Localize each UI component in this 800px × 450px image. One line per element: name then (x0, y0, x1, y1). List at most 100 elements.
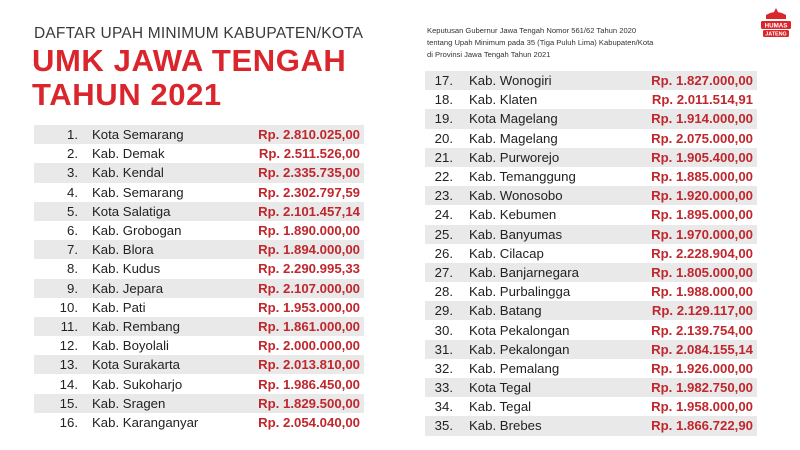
wage-value: Rp. 1.988.000,00 (651, 284, 753, 300)
row-number: 13. (59, 357, 78, 373)
list-item: 14. Kab. Sukoharjo Rp. 1.986.450,00 (34, 374, 364, 393)
wage-value: Rp. 1.953.000,00 (258, 299, 360, 315)
region-name: Kab. Tegal (469, 399, 532, 415)
row-number: 19. (434, 111, 453, 127)
region-name: Kota Magelang (469, 111, 558, 127)
region-name: Kab. Pati (92, 299, 146, 315)
region-name: Kab. Klaten (469, 92, 538, 108)
wage-value: Rp. 1.905.400,00 (651, 149, 753, 165)
region-name: Kab. Cilacap (469, 245, 544, 261)
wage-value: Rp. 2.013.810,00 (258, 357, 360, 373)
region-name: Kab. Semarang (92, 184, 184, 200)
list-item: 30. Kota Pekalongan Rp. 2.139.754,00 (425, 320, 757, 339)
wage-value: Rp. 1.829.500,00 (258, 395, 360, 411)
list-item: 21. Kab. Purworejo Rp. 1.905.400,00 (425, 147, 757, 167)
region-name: Kab. Pemalang (469, 360, 560, 376)
list-item: 16. Kab. Karanganyar Rp. 2.054.040,00 (34, 413, 364, 432)
row-number: 5. (67, 203, 78, 219)
list-item: 24. Kab. Kebumen Rp. 1.895.000,00 (425, 205, 757, 224)
wage-value: Rp. 2.511.526,00 (258, 146, 360, 162)
row-number: 16. (59, 414, 78, 430)
region-name: Kab. Brebes (469, 418, 542, 434)
row-number: 30. (434, 322, 453, 338)
row-number: 1. (67, 127, 78, 143)
wage-value: Rp. 1.958.000,00 (651, 399, 753, 415)
wage-value: Rp. 2.335.735,00 (258, 165, 360, 181)
wage-value: Rp. 1.866.722,90 (651, 418, 753, 434)
region-name: Kota Surakarta (92, 357, 180, 373)
list-item: 4. Kab. Semarang Rp. 2.302.797,59 (34, 183, 364, 202)
row-number: 3. (67, 165, 78, 181)
list-item: 6. Kab. Grobogan Rp. 1.890.000,00 (34, 221, 364, 240)
region-name: Kab. Jepara (92, 280, 164, 296)
row-number: 8. (67, 261, 78, 277)
row-number: 4. (67, 184, 78, 200)
region-name: Kota Salatiga (92, 203, 171, 219)
wage-value: Rp. 1.894.000,00 (258, 242, 360, 258)
wage-list-right: 17. Kab. Wonogiri Rp. 1.827.000,00 18. Kab. … (425, 71, 757, 436)
list-item: 10. Kab. Pati Rp. 1.953.000,00 (34, 298, 364, 317)
row-number: 6. (67, 223, 78, 239)
region-name: Kab. Sragen (92, 395, 166, 411)
page-title: UMK JAWA TENGAH TAHUN 2021 (32, 44, 346, 112)
row-number: 24. (434, 207, 453, 223)
list-item: 1. Kota Semarang Rp. 2.810.025,00 (34, 125, 364, 145)
wage-value: Rp. 2.107.000,00 (258, 280, 360, 296)
list-item: 20. Kab. Magelang Rp. 2.075.000,00 (425, 129, 757, 148)
row-number: 18. (434, 92, 453, 108)
list-item: 23. Kab. Wonosobo Rp. 1.920.000,00 (425, 186, 757, 206)
list-item: 31. Kab. Pekalongan Rp. 2.084.155,14 (425, 339, 757, 359)
region-name: Kab. Karanganyar (92, 414, 199, 430)
row-number: 33. (434, 380, 453, 396)
decree-line-3: di Provinsi Jawa Tengah Tahun 2021 (427, 50, 551, 59)
row-number: 21. (434, 149, 453, 165)
region-name: Kab. Batang (469, 303, 542, 319)
row-number: 11. (60, 318, 78, 334)
title-line-2: TAHUN 2021 (32, 77, 222, 112)
list-item: 27. Kab. Banjarnegara Rp. 1.805.000,00 (425, 262, 757, 283)
row-number: 35. (434, 418, 453, 434)
wage-value: Rp. 2.000.000,00 (258, 338, 360, 354)
wage-value: Rp. 1.986.450,00 (258, 376, 360, 392)
list-item: 9. Kab. Jepara Rp. 2.107.000,00 (34, 278, 364, 298)
list-item: 32. Kab. Pemalang Rp. 1.926.000,00 (425, 359, 757, 378)
region-name: Kab. Kebumen (469, 207, 557, 223)
region-name: Kab. Pekalongan (469, 341, 570, 357)
region-name: Kota Pekalongan (469, 322, 570, 338)
list-item: 33. Kota Tegal Rp. 1.982.750,00 (425, 378, 757, 398)
wage-value: Rp. 2.139.754,00 (651, 322, 753, 338)
wage-value: Rp. 1.926.000,00 (651, 360, 753, 376)
region-name: Kab. Purbalingga (469, 284, 571, 300)
list-item: 29. Kab. Batang Rp. 2.129.117,00 (425, 301, 757, 321)
row-number: 10. (59, 299, 78, 315)
region-name: Kab. Kudus (92, 261, 161, 277)
wage-value: Rp. 1.885.000,00 (651, 169, 753, 185)
wage-value: Rp. 1.895.000,00 (651, 207, 753, 223)
region-name: Kab. Wonogiri (469, 73, 552, 89)
logo-text-1: HUMAS (765, 23, 788, 30)
wage-value: Rp. 2.084.155,14 (651, 341, 753, 357)
region-name: Kab. Magelang (469, 130, 558, 146)
region-name: Kab. Demak (92, 146, 165, 162)
list-item: 15. Kab. Sragen Rp. 1.829.500,00 (34, 393, 364, 413)
wage-value: Rp. 1.827.000,00 (651, 73, 753, 89)
region-name: Kab. Kendal (92, 165, 164, 181)
row-number: 9. (67, 280, 78, 296)
page-subtitle: DAFTAR UPAH MINIMUM KABUPATEN/KOTA (34, 25, 364, 42)
row-number: 27. (434, 264, 453, 280)
wage-value: Rp. 1.982.750,00 (651, 380, 753, 396)
wage-value: Rp. 2.075.000,00 (651, 130, 753, 146)
wage-value: Rp. 2.011.514,91 (651, 92, 753, 108)
row-number: 12. (59, 338, 78, 354)
wage-list-left: 1. Kota Semarang Rp. 2.810.025,00 2. Kab. De… (34, 125, 364, 432)
region-name: Kab. Sukoharjo (92, 376, 183, 392)
region-name: Kab. Purworejo (469, 149, 560, 165)
row-number: 28. (434, 284, 453, 300)
wage-value: Rp. 2.228.904,00 (651, 245, 753, 261)
wage-value: Rp. 2.290.995,33 (258, 261, 360, 277)
row-number: 17. (434, 73, 453, 89)
wage-value: Rp. 1.970.000,00 (651, 226, 753, 242)
wage-value: Rp. 2.810.025,00 (258, 127, 360, 143)
region-name: Kab. Wonosobo (469, 188, 563, 204)
decree-note: Keputusan Gubernur Jawa Tengah Nomor 561… (427, 25, 747, 61)
